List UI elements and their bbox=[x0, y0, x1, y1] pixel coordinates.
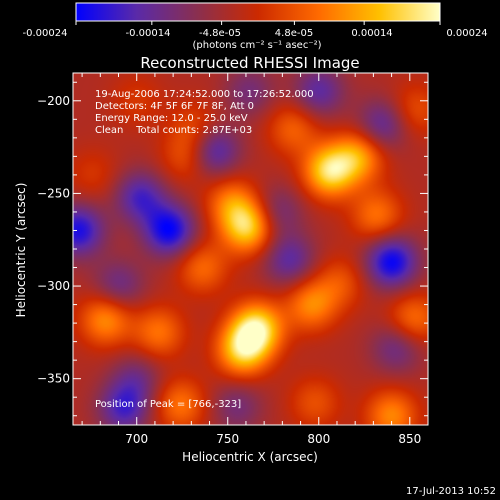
colorbar-tick-label: 0.00014 bbox=[351, 28, 392, 39]
y-axis-title: Heliocentric Y (arcsec) bbox=[14, 183, 28, 318]
colorbar-ticks bbox=[75, 21, 441, 25]
y-tick-label: −250 bbox=[37, 186, 70, 200]
x-tick-label: 750 bbox=[216, 432, 239, 446]
heatmap-image bbox=[73, 73, 428, 425]
colorbar-tick-label: 0.00024 bbox=[446, 28, 487, 39]
info-energy-range: Energy Range: 12.0 - 25.0 keV bbox=[95, 113, 248, 124]
info-counts: Clean Total counts: 2.87E+03 bbox=[95, 125, 252, 136]
x-axis-title: Heliocentric X (arcsec) bbox=[182, 450, 318, 464]
info-time-range: 19-Aug-2006 17:24:52.000 to 17:26:52.000 bbox=[95, 89, 314, 100]
heatmap-container bbox=[73, 73, 428, 425]
plot-area: 19-Aug-2006 17:24:52.000 to 17:26:52.000… bbox=[72, 72, 429, 426]
colorbar-tick-label: -0.00024 bbox=[23, 28, 68, 39]
y-tick-label: −300 bbox=[37, 279, 70, 293]
info-detectors: Detectors: 4F 5F 6F 7F 8F, Att 0 bbox=[95, 101, 254, 112]
colorbar: -0.00024 -0.00014 -4.8e-05 4.8e-05 0.000… bbox=[23, 2, 488, 51]
axis-ticks bbox=[73, 73, 429, 425]
colorbar-units: (photons cm⁻² s⁻¹ asec⁻²) bbox=[192, 40, 321, 51]
colorbar-tick-label: 4.8e-05 bbox=[275, 28, 313, 39]
footer-timestamp: 17-Jul-2013 10:52 bbox=[406, 486, 496, 497]
x-tick-label: 850 bbox=[398, 432, 421, 446]
colorbar-frame bbox=[75, 2, 441, 22]
colorbar-tick-label: -0.00014 bbox=[126, 28, 171, 39]
x-tick-label: 800 bbox=[307, 432, 330, 446]
chart-title: Reconstructed RHESSI Image bbox=[140, 54, 359, 72]
x-tick-label: 700 bbox=[125, 432, 148, 446]
colorbar-tick-label: -4.8e-05 bbox=[199, 28, 241, 39]
y-tick-label: −200 bbox=[37, 94, 70, 108]
colorbar-strip bbox=[76, 3, 440, 21]
info-peak-position: Position of Peak = [766,-323] bbox=[95, 399, 241, 410]
y-tick-label: −350 bbox=[37, 372, 70, 386]
